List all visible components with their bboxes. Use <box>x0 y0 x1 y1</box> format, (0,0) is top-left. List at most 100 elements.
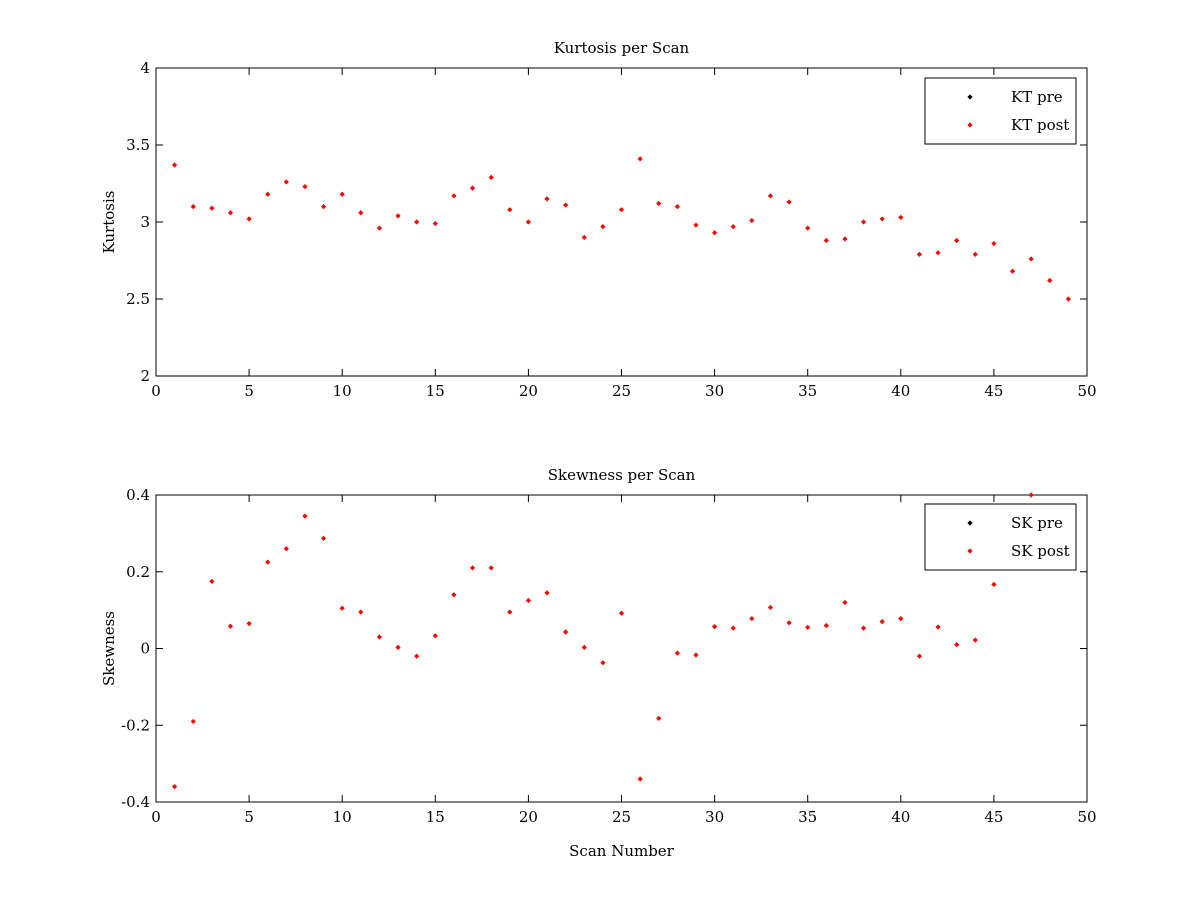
legend-label: KT post <box>1011 116 1069 134</box>
legend-marker <box>967 94 973 100</box>
data-point <box>283 546 289 552</box>
data-point <box>860 219 867 225</box>
legend-box <box>924 77 1077 145</box>
x-tick-label: 15 <box>426 808 445 826</box>
data-point <box>265 191 271 197</box>
data-point <box>712 624 718 630</box>
data-point <box>972 637 978 643</box>
data-point <box>879 216 885 222</box>
data-point <box>507 609 513 615</box>
data-point <box>916 653 923 659</box>
data-point <box>190 204 196 210</box>
legend-marker <box>967 548 973 554</box>
x-tick-label: 35 <box>798 808 817 826</box>
legend-marker <box>967 520 973 526</box>
data-point <box>190 718 196 725</box>
data-point <box>265 559 271 565</box>
data-point <box>544 590 550 596</box>
y-tick-label: 0 <box>140 640 150 658</box>
y-tick-label: -0.4 <box>121 793 150 811</box>
data-point <box>209 578 215 584</box>
x-tick-label: 45 <box>984 382 1003 400</box>
data-point <box>954 642 960 648</box>
y-tick-label: 0.2 <box>126 563 150 581</box>
data-point <box>767 193 774 199</box>
data-point <box>432 220 438 227</box>
chart-title: Kurtosis per Scan <box>554 39 690 57</box>
data-point <box>935 624 941 630</box>
data-point <box>469 185 476 191</box>
y-tick-label: 2 <box>140 367 150 385</box>
data-point <box>749 217 755 224</box>
data-point <box>730 224 736 230</box>
x-tick-label: 50 <box>1077 808 1096 826</box>
data-point <box>525 219 531 225</box>
data-point <box>674 204 680 210</box>
data-point <box>712 230 718 236</box>
data-point <box>860 625 867 631</box>
data-point <box>302 513 308 519</box>
data-point <box>842 599 848 606</box>
data-point <box>581 234 587 240</box>
data-point <box>376 634 383 640</box>
data-point <box>227 623 234 629</box>
y-tick-label: 2.5 <box>126 290 150 308</box>
data-point <box>749 615 755 622</box>
data-point <box>805 624 811 630</box>
x-tick-label: 5 <box>244 808 254 826</box>
data-point <box>637 156 643 162</box>
data-point <box>693 652 699 658</box>
data-point <box>842 236 848 242</box>
data-point <box>767 604 774 611</box>
data-point <box>618 610 625 616</box>
data-point <box>1028 492 1034 498</box>
series-2 <box>172 492 1034 790</box>
data-point <box>227 210 234 216</box>
data-point <box>972 251 978 257</box>
data-point <box>637 776 643 782</box>
data-point <box>172 162 178 168</box>
subplot-1: 0 5 10 15 20 25 30 35 40 45 50 2 2.5 3 3.5 4 Kurtosis pe… <box>100 39 1097 400</box>
legend-label: SK post <box>1011 542 1070 560</box>
data-point <box>395 644 401 650</box>
data-point <box>823 622 829 629</box>
data-point <box>656 715 662 721</box>
data-point <box>954 237 960 244</box>
x-axis-label: Scan Number <box>569 842 675 860</box>
y-tick-label: -0.2 <box>121 716 150 734</box>
data-point <box>656 200 662 207</box>
data-point <box>600 224 606 230</box>
x-tick-label: 30 <box>705 382 724 400</box>
data-point <box>935 250 941 256</box>
data-point <box>618 207 625 213</box>
data-point <box>320 535 327 541</box>
legend-marker <box>967 122 973 128</box>
data-point <box>1028 256 1034 262</box>
data-point <box>414 219 420 225</box>
x-tick-label: 40 <box>891 382 910 400</box>
data-point <box>395 213 401 219</box>
data-point <box>358 210 364 216</box>
data-point <box>1047 277 1053 284</box>
data-point <box>1065 296 1071 302</box>
data-point <box>898 214 904 220</box>
data-point <box>525 597 531 604</box>
data-point <box>1009 268 1016 274</box>
x-tick-label: 50 <box>1077 382 1096 400</box>
y-tick-label: 3 <box>140 213 150 231</box>
series-2 <box>172 156 1071 302</box>
x-tick-label: 25 <box>612 808 631 826</box>
y-tick-label: 3.5 <box>126 136 150 154</box>
data-point <box>451 193 457 199</box>
data-point <box>302 183 308 190</box>
x-tick-label: 0 <box>151 382 161 400</box>
x-tick-label: 15 <box>426 382 445 400</box>
data-point <box>786 620 792 626</box>
legend-label: SK pre <box>1011 514 1063 532</box>
data-point <box>209 205 215 211</box>
data-point <box>507 207 513 213</box>
x-tick-label: 20 <box>519 382 538 400</box>
data-point <box>823 237 829 244</box>
